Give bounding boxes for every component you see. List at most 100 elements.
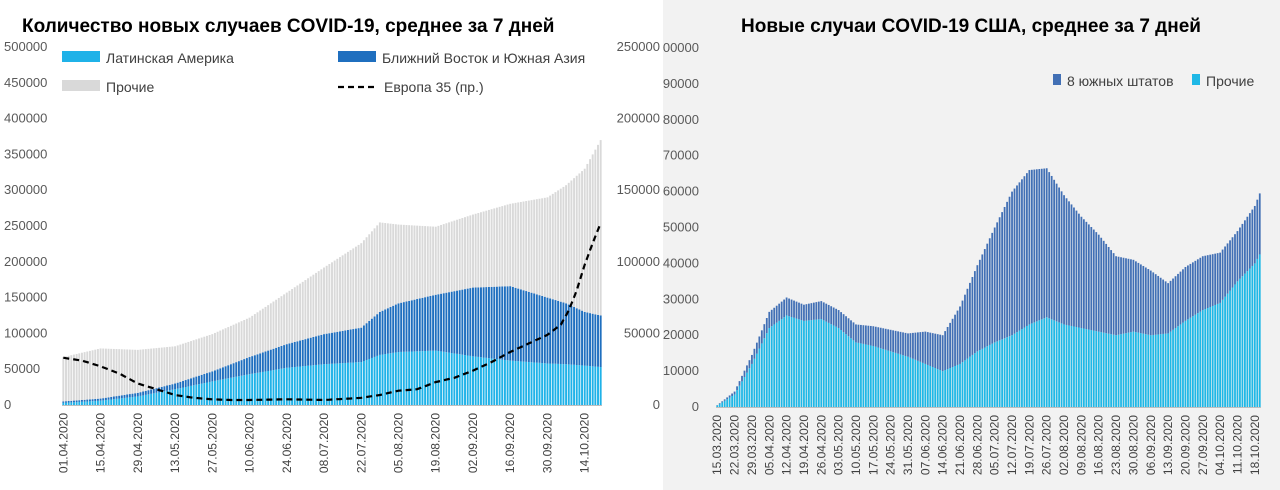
bar (578, 365, 581, 405)
bar (378, 354, 381, 405)
bar (405, 351, 408, 405)
bar (527, 200, 530, 292)
bar (227, 365, 230, 379)
bar (533, 362, 536, 405)
bar (78, 401, 81, 405)
bar (1139, 333, 1142, 407)
bar (1078, 327, 1080, 407)
bar (408, 351, 411, 405)
bar (386, 223, 389, 309)
bar (929, 332, 932, 366)
legend-label: Ближний Восток и Южная Азия (382, 50, 585, 66)
bar (421, 297, 424, 352)
bar (99, 348, 102, 399)
bar (1206, 308, 1209, 407)
bar (1082, 219, 1085, 329)
bar (168, 390, 171, 405)
bar (253, 373, 256, 405)
bar (400, 224, 403, 303)
bar (285, 344, 288, 368)
bar (591, 366, 594, 405)
bar (546, 297, 549, 364)
bar (1246, 216, 1249, 272)
bar (543, 197, 546, 297)
bar (557, 300, 560, 364)
bar (594, 149, 597, 315)
bar (482, 287, 485, 358)
bar (1216, 303, 1219, 407)
bar (331, 262, 333, 333)
bar (785, 315, 788, 407)
bar (349, 250, 352, 330)
bar (964, 360, 966, 407)
bar (267, 305, 270, 351)
bar (1078, 213, 1080, 328)
bar (909, 357, 912, 407)
bar (1040, 319, 1043, 407)
bar (897, 331, 899, 354)
bar (591, 154, 594, 314)
bar (464, 355, 466, 405)
bar (583, 168, 586, 312)
bar (83, 401, 86, 405)
bar (527, 291, 530, 363)
bar (315, 272, 317, 337)
bar (514, 202, 517, 288)
bar (939, 370, 942, 407)
bar (1258, 254, 1261, 407)
bar (112, 396, 115, 400)
bar (907, 333, 909, 357)
bar (434, 350, 437, 405)
bar (214, 332, 216, 371)
bar (126, 394, 129, 398)
x-tick-label: 19.04.2020 (797, 415, 811, 475)
bar (360, 362, 363, 405)
bar (440, 224, 443, 294)
bar (285, 292, 288, 345)
bar (795, 301, 798, 319)
bar (126, 397, 129, 405)
bar (589, 159, 591, 314)
bar (277, 297, 280, 347)
bar (1043, 318, 1046, 407)
bar (567, 182, 570, 305)
bar (741, 375, 743, 382)
x-tick-label: 04.10.2020 (1213, 415, 1227, 475)
bar (120, 349, 123, 396)
bar (299, 340, 302, 367)
bar (763, 338, 766, 407)
bar (256, 372, 259, 405)
bar (94, 401, 97, 405)
bar (840, 330, 842, 407)
bar (301, 339, 304, 367)
bar (235, 376, 238, 405)
bar (448, 292, 451, 353)
bar (317, 364, 320, 405)
bar (1058, 322, 1060, 407)
bar (110, 399, 113, 405)
bar (402, 224, 405, 303)
bar (376, 355, 379, 405)
bar (365, 359, 368, 405)
bar (413, 225, 416, 300)
bar (765, 318, 768, 334)
x-tick-label: 12.04.2020 (780, 415, 794, 475)
bar (978, 259, 981, 351)
bar (961, 362, 964, 408)
bar (416, 351, 419, 405)
bar (778, 303, 781, 321)
bar (405, 301, 408, 352)
bar (307, 338, 310, 366)
bar (232, 363, 235, 378)
bar (1112, 334, 1115, 407)
bar (803, 320, 805, 407)
bar (1073, 207, 1075, 327)
y-tick-label: 350000 (4, 146, 47, 161)
y2-tick-label: 0 (653, 397, 660, 412)
bar (315, 336, 317, 365)
bar (599, 367, 602, 405)
bar (456, 353, 458, 405)
bar (1033, 322, 1036, 407)
bar (1006, 201, 1008, 338)
bar (926, 364, 929, 407)
